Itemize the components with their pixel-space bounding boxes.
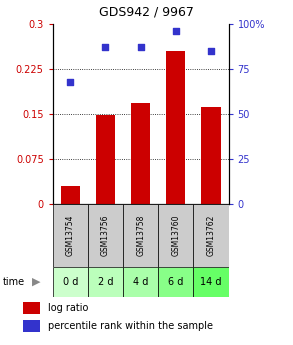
Bar [123,267,158,297]
Text: 2 d: 2 d [98,277,113,287]
Bar [193,204,229,267]
Point [138,45,143,50]
Point [173,29,178,34]
Bar [23,302,40,314]
Text: 14 d: 14 d [200,277,222,287]
Bar [23,320,40,332]
Text: time: time [3,277,25,287]
Bar [88,204,123,267]
Bar [158,267,193,297]
Bar [123,204,158,267]
Bar [201,107,221,204]
Point [209,48,213,54]
Text: 0 d: 0 d [63,277,78,287]
Point [103,45,108,50]
Text: log ratio: log ratio [49,303,89,313]
Text: GSM13754: GSM13754 [66,215,75,256]
Text: ▶: ▶ [32,277,41,287]
Text: GSM13758: GSM13758 [136,215,145,256]
Text: GSM13760: GSM13760 [171,215,180,256]
Bar [61,186,80,204]
Text: GSM13756: GSM13756 [101,215,110,256]
Text: 4 d: 4 d [133,277,148,287]
Bar [88,267,123,297]
Text: percentile rank within the sample: percentile rank within the sample [49,321,214,331]
Bar [158,204,193,267]
Point [68,79,73,84]
Bar [96,115,115,204]
Bar [193,267,229,297]
Bar [53,267,88,297]
Text: GDS942 / 9967: GDS942 / 9967 [99,6,194,19]
Text: GSM13762: GSM13762 [207,215,215,256]
Text: 6 d: 6 d [168,277,183,287]
Bar [53,204,88,267]
Bar [166,51,185,204]
Bar [131,103,150,204]
